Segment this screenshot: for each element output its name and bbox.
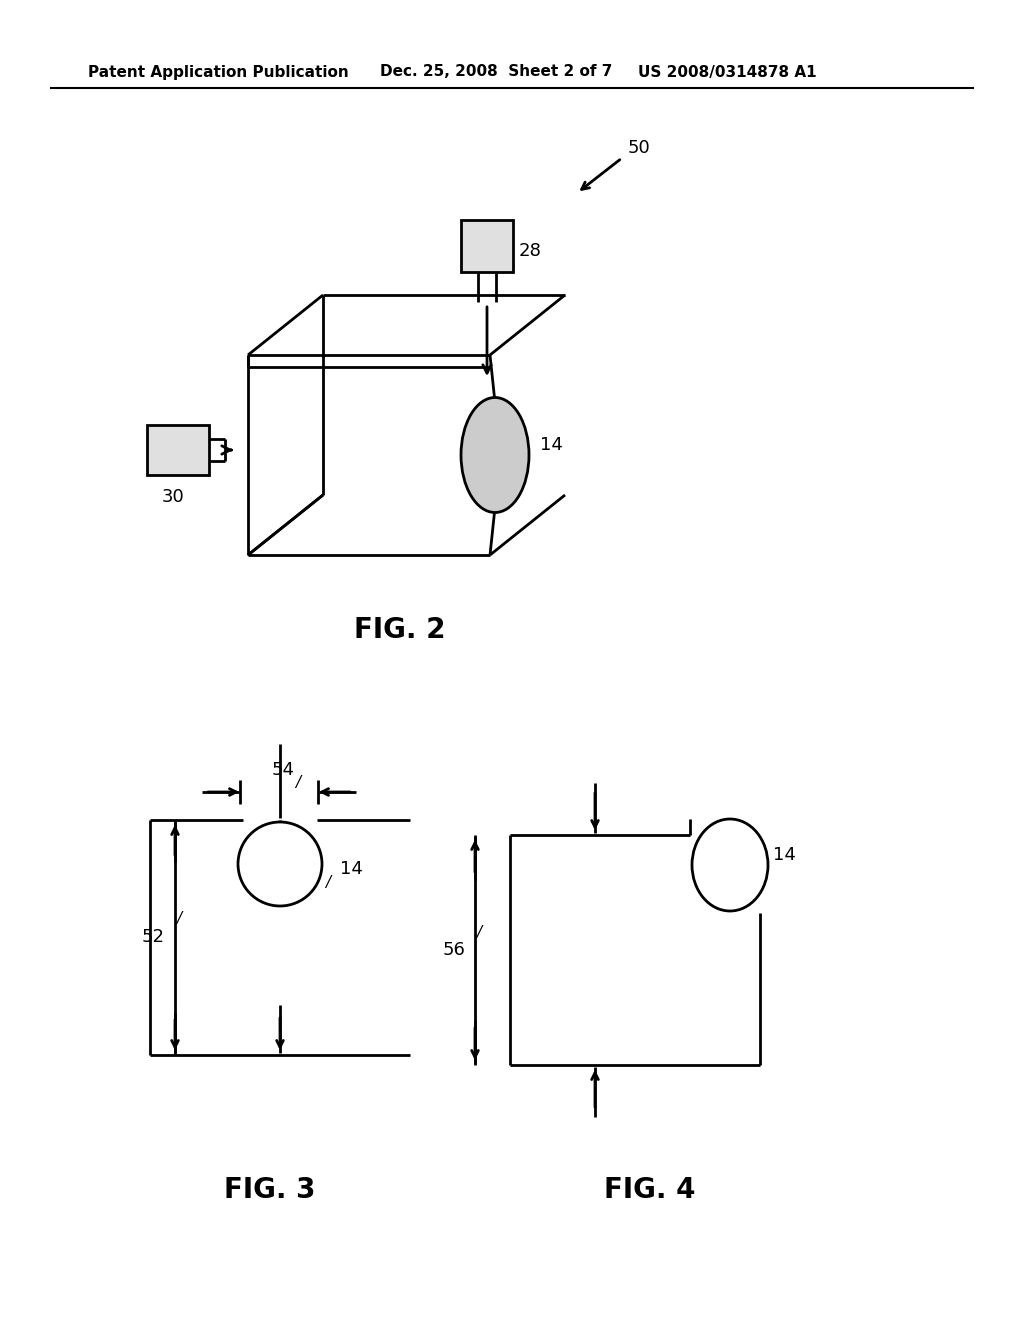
Text: FIG. 4: FIG. 4: [604, 1176, 695, 1204]
Text: 30: 30: [162, 488, 184, 506]
Text: 56: 56: [442, 941, 465, 960]
Text: /: /: [476, 924, 481, 940]
Circle shape: [238, 822, 322, 906]
Text: FIG. 3: FIG. 3: [224, 1176, 315, 1204]
Bar: [461, 220, 513, 272]
Ellipse shape: [461, 397, 529, 512]
Ellipse shape: [692, 818, 768, 911]
Text: Patent Application Publication: Patent Application Publication: [88, 65, 349, 79]
Text: 54: 54: [271, 762, 295, 779]
Text: /: /: [176, 912, 181, 927]
Text: /: /: [326, 874, 331, 890]
Text: Dec. 25, 2008  Sheet 2 of 7: Dec. 25, 2008 Sheet 2 of 7: [380, 65, 612, 79]
Text: 14: 14: [340, 861, 362, 878]
Text: 14: 14: [540, 436, 563, 454]
Text: 50: 50: [628, 139, 650, 157]
Bar: [147, 425, 209, 475]
Text: US 2008/0314878 A1: US 2008/0314878 A1: [638, 65, 816, 79]
Text: 52: 52: [142, 928, 165, 946]
Text: /: /: [296, 775, 301, 789]
Text: 14: 14: [773, 846, 796, 865]
Text: FIG. 2: FIG. 2: [354, 616, 445, 644]
Text: 28: 28: [519, 242, 542, 260]
